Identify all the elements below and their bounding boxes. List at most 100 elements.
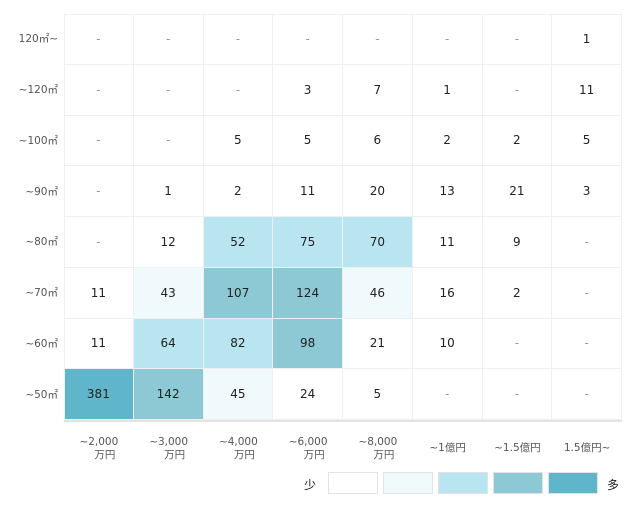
heatmap-cell: - <box>412 14 483 65</box>
row-label: ~50㎡ <box>25 388 58 401</box>
heatmap-cell: 11 <box>552 64 622 116</box>
column-label-line: 万円 <box>373 449 395 461</box>
heatmap-cell: 9 <box>482 217 553 268</box>
heatmap-cell: - <box>133 115 204 167</box>
heatmap-cell: - <box>273 14 343 65</box>
heatmap-cell: - <box>552 217 622 268</box>
heatmap-cell: 2 <box>412 115 483 167</box>
column-label: ~1億円 <box>413 442 483 455</box>
heatmap-cell: 82 <box>203 318 274 370</box>
heatmap-cell: - <box>343 14 413 65</box>
heatmap-cell: 2 <box>482 267 553 319</box>
heatmap-cell: - <box>133 64 204 116</box>
heatmap-cell: 64 <box>133 318 204 370</box>
heatmap-cell: 3 <box>552 166 622 217</box>
heatmap-cell: 142 <box>133 369 204 420</box>
heatmap-cell: 5 <box>273 115 343 167</box>
legend-swatch <box>328 472 378 494</box>
column-label-line: 万円 <box>164 449 186 461</box>
heatmap-cell: - <box>482 369 553 420</box>
heatmap-cell: 7 <box>343 64 413 116</box>
heatmap-cell: - <box>482 14 553 65</box>
legend-high-label: 多 <box>607 478 620 492</box>
heatmap-cell: 11 <box>412 217 483 268</box>
heatmap-cell: 45 <box>203 369 274 420</box>
heatmap-cell: 1 <box>412 64 483 116</box>
column-label: ~6,000 万円 <box>273 436 343 462</box>
legend-swatch <box>493 472 543 494</box>
heatmap-cell: 11 <box>273 166 343 217</box>
heatmap-cell: 52 <box>203 217 274 268</box>
column-label-line: ~4,000 <box>218 436 258 448</box>
row-label: ~70㎡ <box>25 287 58 300</box>
heatmap-cell: 46 <box>343 267 413 319</box>
heatmap-cell: 1 <box>552 14 622 65</box>
heatmap-cell: 6 <box>343 115 413 167</box>
heatmap-cell: - <box>133 14 204 65</box>
heatmap-cell: 3 <box>273 64 343 116</box>
heatmap-cell: 11 <box>64 318 134 370</box>
column-label-line: 万円 <box>303 449 325 461</box>
heatmap-cell: 21 <box>343 318 413 370</box>
heatmap-cell: 20 <box>343 166 413 217</box>
heatmap-cell: 2 <box>482 115 553 167</box>
heatmap-cell: - <box>64 64 134 116</box>
heatmap-cell: 16 <box>412 267 483 319</box>
row-label: ~80㎡ <box>25 236 58 249</box>
heatmap-cell: 24 <box>273 369 343 420</box>
x-axis-line <box>64 420 622 422</box>
heatmap-cell: 10 <box>412 318 483 370</box>
row-label: ~100㎡ <box>18 134 58 147</box>
heatmap-cell: - <box>64 115 134 167</box>
heatmap-cell: - <box>412 369 483 420</box>
heatmap-cell: 5 <box>203 115 274 167</box>
column-label-line: ~1億円 <box>429 442 466 454</box>
column-label-line: ~8,000 <box>358 436 398 448</box>
row-label: ~60㎡ <box>25 337 58 350</box>
column-label-line: ~6,000 <box>288 436 328 448</box>
legend-low-label: 少 <box>304 478 317 492</box>
column-label: ~4,000 万円 <box>204 436 274 462</box>
heatmap-cell: 43 <box>133 267 204 319</box>
heatmap-cell: 12 <box>133 217 204 268</box>
heatmap-cell: - <box>203 64 274 116</box>
heatmap-cell: - <box>64 14 134 65</box>
heatmap-cell: 13 <box>412 166 483 217</box>
column-label-line: ~3,000 <box>149 436 189 448</box>
heatmap-cell: 75 <box>273 217 343 268</box>
heatmap-cell: - <box>64 166 134 217</box>
column-label-line: 万円 <box>94 449 116 461</box>
column-label: ~8,000 万円 <box>343 436 413 462</box>
heatmap-cell: 70 <box>343 217 413 268</box>
heatmap-cell: - <box>482 318 553 370</box>
heatmap-cell: - <box>203 14 274 65</box>
heatmap-cell: 21 <box>482 166 553 217</box>
legend-swatch <box>438 472 488 494</box>
column-label: ~1.5億円 <box>483 442 553 455</box>
row-label: ~90㎡ <box>25 185 58 198</box>
heatmap-cell: 381 <box>64 369 134 420</box>
column-label-line: 万円 <box>233 449 255 461</box>
heatmap-cell: 5 <box>552 115 622 167</box>
heatmap-cell: - <box>482 64 553 116</box>
heatmap-cell: 5 <box>343 369 413 420</box>
heatmap-cell: 124 <box>273 267 343 319</box>
column-label: ~3,000 万円 <box>134 436 204 462</box>
heatmap-cell: - <box>552 267 622 319</box>
heatmap-cell: - <box>552 318 622 370</box>
heatmap-cell: 98 <box>273 318 343 370</box>
legend-swatch <box>548 472 598 494</box>
column-label-line: 1.5億円~ <box>563 442 611 454</box>
column-label: ~2,000 万円 <box>64 436 134 462</box>
legend-swatch <box>383 472 433 494</box>
row-label: 120㎡~ <box>18 33 58 46</box>
heatmap-cell: 107 <box>203 267 274 319</box>
column-label-line: ~1.5億円 <box>494 442 541 454</box>
heatmap-cell: - <box>64 217 134 268</box>
heatmap-cell: 1 <box>133 166 204 217</box>
heatmap-cell: - <box>552 369 622 420</box>
column-label: 1.5億円~ <box>552 442 622 455</box>
column-label-line: ~2,000 <box>79 436 119 448</box>
heatmap-cell: 2 <box>203 166 274 217</box>
